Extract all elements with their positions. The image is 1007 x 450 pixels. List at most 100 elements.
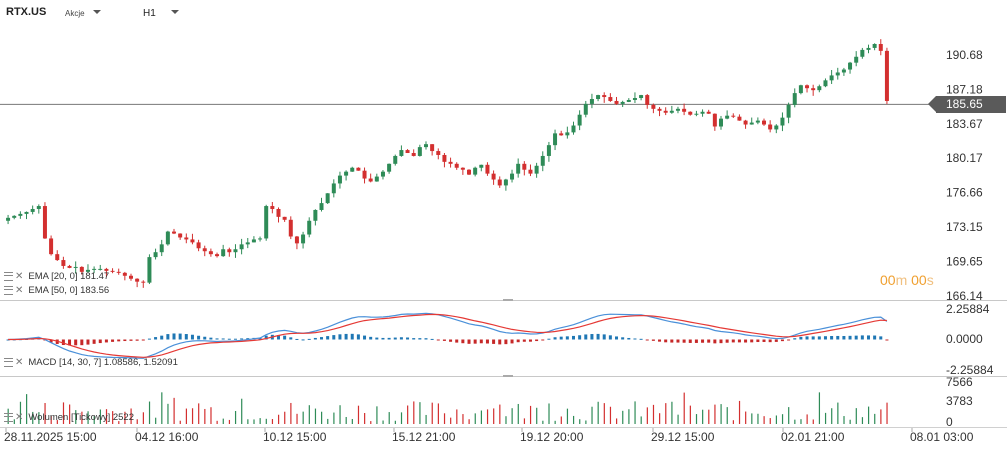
macd-histogram-bar [160,335,164,340]
volume-bar [757,413,759,424]
macd-histogram-bar [307,338,311,340]
volume-bar [19,401,22,424]
candle-body [30,208,35,212]
macd-histogram-bar [424,338,428,340]
candle-body [159,244,164,253]
macd-histogram-bar [295,338,299,340]
candle-body [848,62,853,70]
ema2-legend: ✕ EMA [50, 0] 183.56 [4,285,109,296]
macd-histogram-bar [627,337,631,340]
macd-histogram-bar [473,339,477,344]
candle-body [264,206,269,239]
volume-bar [837,402,839,424]
volume-bar [370,421,372,424]
volume-bar [321,411,323,424]
chevron-down-icon[interactable] [93,10,101,14]
macd-histogram-bar [584,334,588,340]
candle-body [276,208,281,217]
macd-histogram-bar [135,339,139,341]
candle-body [202,248,207,252]
candle-body [135,278,140,282]
candle-body [694,113,699,115]
candle-body [73,266,78,268]
macd-histogram-bar [344,333,348,340]
macd-histogram-bar [504,339,508,345]
candle-body [663,110,668,113]
y-tick-label: 187.18 [946,82,983,96]
macd-histogram-bar [332,335,336,340]
macd-histogram-bar [694,339,698,343]
candle-body [675,108,680,111]
candle-body [503,179,508,186]
macd-histogram-bar [664,339,668,343]
candle-body [411,153,416,156]
menu-icon[interactable] [4,357,13,367]
candle-body [18,213,23,216]
macd-histogram-bar [418,338,422,340]
volume-bar [450,417,452,424]
macd-histogram-bar [289,337,293,340]
candle-body [817,86,822,91]
macd-histogram-bar [455,339,459,343]
timeframe-selector[interactable]: H1 [143,8,156,19]
macd-histogram-bar [197,335,201,340]
macd-histogram-bar [98,339,102,344]
macd-histogram-bar [713,339,717,344]
macd-histogram-bar [590,334,594,340]
menu-icon[interactable] [4,285,13,295]
macd-histogram-bar [117,339,121,342]
candle-body [534,165,539,174]
volume-bar [652,404,655,424]
candle-body [190,239,195,243]
macd-histogram-bar [442,339,446,341]
candle-body [12,215,17,218]
candle-body [448,161,453,164]
x-tick-label: 15.12 21:00 [392,430,456,444]
volume-bar [720,404,722,424]
macd-histogram-bar [375,337,379,340]
candle-body [774,125,779,130]
candle-body [128,275,133,279]
instrument-type-label[interactable]: Akcje [65,9,85,18]
candle-body [712,113,717,127]
candle-body [743,120,748,125]
candle-body [510,173,515,180]
candle-body [467,169,472,175]
volume-bar [806,414,808,424]
volume-bar [486,409,489,424]
candle-body [491,173,496,180]
menu-icon[interactable] [4,412,13,422]
menu-icon[interactable] [4,271,13,281]
close-icon[interactable]: ✕ [15,285,24,296]
macd-histogram-bar [498,339,502,345]
close-icon[interactable]: ✕ [15,412,24,423]
macd-histogram-bar [313,337,317,340]
volume-bar [62,402,65,424]
candle-body [737,116,742,121]
candle-body [116,271,121,273]
symbol-label[interactable]: RTX.US [6,6,47,18]
close-icon[interactable]: ✕ [15,357,24,368]
close-icon[interactable]: ✕ [15,271,24,282]
macd-histogram-bar [381,337,385,340]
candle-timer: 00m 00s [880,272,934,288]
macd-histogram-bar [836,335,840,340]
macd-histogram-bar [578,335,582,340]
volume-bar [689,405,691,424]
macd-histogram-bar [547,338,551,340]
candle-body [454,163,459,168]
chevron-down-icon[interactable] [171,10,179,14]
candle-body [626,99,631,102]
volume-bar [265,418,267,424]
macd-histogram-bar [215,338,219,340]
macd-histogram-bar [320,337,324,340]
macd-histogram-bar [387,337,391,340]
macd-histogram-bar [799,336,803,340]
macd-histogram-bar [701,339,705,343]
last-price-badge: 185.65 [928,96,1006,113]
macd-histogram-bar [780,339,784,342]
volume-bar [566,408,569,424]
x-tick-label: 19.12 20:00 [520,430,584,444]
volume-bar [548,403,550,424]
